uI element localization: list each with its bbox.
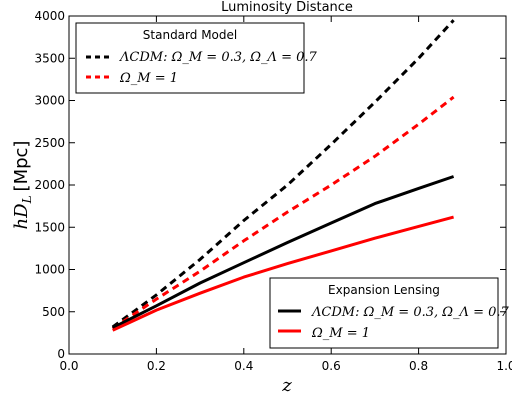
x-axis-label: z	[281, 375, 292, 396]
y-tick-label: 0	[57, 347, 65, 361]
series-lines	[111, 19, 455, 332]
y-tick-label: 2000	[34, 178, 65, 192]
y-axis-label-unit: [Mpc]	[11, 141, 32, 192]
y-tick-label: 500	[42, 305, 65, 319]
axis-ticks: 0.0 0.2 0.4 0.6 0.8 1.0 0 500 1000 1500 2000 2500 30…	[34, 9, 512, 373]
legend-standard-lcdm-label: ΛCDM: Ω_M = 0.3, Ω_Λ = 0.7	[119, 50, 317, 65]
legend-lensing-lcdm-label: ΛCDM: Ω_M = 0.3, Ω_Λ = 0.7	[311, 305, 509, 320]
legend-standard-model: Standard Model ΛCDM: Ω_M = 0.3, Ω_Λ = 0.…	[75, 22, 317, 94]
x-tick-label: 0.8	[409, 359, 428, 373]
x-tick-label: 0.4	[234, 359, 253, 373]
x-tick-label: 0.6	[322, 359, 341, 373]
x-tick-label: 1.0	[496, 359, 512, 373]
y-tick-label: 3500	[34, 51, 65, 65]
x-tick-label: 0.0	[59, 359, 78, 373]
x-tick-label: 0.2	[147, 359, 166, 373]
legend-standard-om1-label: Ω_M = 1	[119, 71, 178, 86]
series-line-3	[112, 215, 454, 332]
legend-standard-title: Standard Model	[143, 28, 237, 42]
y-tick-label: 1000	[34, 263, 65, 277]
y-tick-label: 4000	[34, 9, 65, 23]
legend-lensing-title: Expansion Lensing	[328, 283, 440, 297]
legend-lensing-om1-label: Ω_M = 1	[311, 326, 370, 341]
y-tick-label: 1500	[34, 220, 65, 234]
y-tick-label: 3000	[34, 94, 65, 108]
y-axis-label: hDL [Mpc]	[11, 141, 34, 230]
series-line-1	[111, 95, 455, 330]
series-line-0	[111, 19, 455, 329]
y-tick-label: 2500	[34, 136, 65, 150]
legend-expansion-lensing: Expansion Lensing ΛCDM: Ω_M = 0.3, Ω_Λ =…	[269, 277, 509, 349]
chart-title: Luminosity Distance	[221, 0, 353, 15]
series-line-2	[112, 175, 455, 330]
y-axis-label-subscript: L	[20, 195, 34, 204]
y-axis-label-math: hD	[11, 203, 32, 230]
